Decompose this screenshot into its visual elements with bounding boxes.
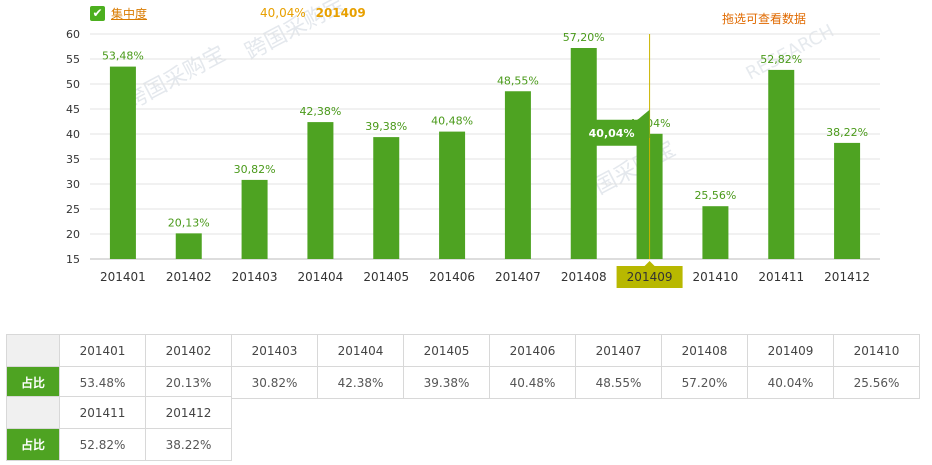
table-header-cell: 201401 xyxy=(59,334,146,367)
drag-hint: 拖选可查看数据 xyxy=(722,12,807,26)
table-value-cell: 57.20% xyxy=(661,366,748,399)
category-pointer xyxy=(644,261,655,266)
readout-category: 201409 xyxy=(315,6,366,20)
table-value-cell: 40.48% xyxy=(489,366,576,399)
data-table-row-2: 201411 201412 占比 52.82% 38.22% xyxy=(6,396,232,461)
x-tick-label: 201410 xyxy=(693,270,739,284)
table-header-cell: 201410 xyxy=(833,334,920,367)
data-label: 52,82% xyxy=(760,53,802,66)
legend-label[interactable]: 集中度 xyxy=(111,7,148,21)
data-label: 20,13% xyxy=(168,216,210,229)
table-value-cell: 52.82% xyxy=(59,428,146,461)
bar xyxy=(175,233,202,259)
legend[interactable]: ✔ 集中度 xyxy=(90,5,147,22)
table-header-cell: 201408 xyxy=(661,334,748,367)
table-value-cell: 30.82% xyxy=(231,366,318,399)
x-tick-label: 201409 xyxy=(627,270,673,284)
data-label: 30,82% xyxy=(234,163,276,176)
data-label: 39,38% xyxy=(365,120,407,133)
table-value-cell: 25.56% xyxy=(833,366,920,399)
x-tick-label: 201411 xyxy=(758,270,804,284)
bar xyxy=(241,179,268,259)
table-value-cell: 48.55% xyxy=(575,366,662,399)
table-corner xyxy=(6,396,60,429)
y-tick-label: 25 xyxy=(66,203,80,216)
data-label: 38,22% xyxy=(826,126,868,139)
y-tick-label: 45 xyxy=(66,103,80,116)
data-label: 53,48% xyxy=(102,50,144,63)
data-label: 48,55% xyxy=(497,74,539,87)
table-header-cell: 201411 xyxy=(59,396,146,429)
bar xyxy=(439,131,466,259)
x-tick-label: 201407 xyxy=(495,270,541,284)
data-table-row-1: 201401 201402 201403 201404 201405 201406 2014… xyxy=(6,334,920,399)
table-value-cell: 20.13% xyxy=(145,366,232,399)
table-corner xyxy=(6,334,60,367)
bar xyxy=(504,91,531,259)
table-value-cell: 38.22% xyxy=(145,428,232,461)
y-tick-label: 40 xyxy=(66,128,80,141)
table-header-cell: 201406 xyxy=(489,334,576,367)
table-header-cell: 201407 xyxy=(575,334,662,367)
y-tick-label: 60 xyxy=(66,28,80,41)
table-value-cell: 40.04% xyxy=(747,366,834,399)
x-tick-label: 201408 xyxy=(561,270,607,284)
bar xyxy=(373,137,400,259)
x-tick-label: 201405 xyxy=(363,270,409,284)
table-header-cell: 201405 xyxy=(403,334,490,367)
y-tick-label: 15 xyxy=(66,253,80,266)
table-value-cell: 42.38% xyxy=(317,366,404,399)
tooltip-box xyxy=(594,109,650,146)
readout-value: 40,04% xyxy=(260,6,306,20)
x-tick-label: 201404 xyxy=(298,270,344,284)
x-tick-label: 201403 xyxy=(232,270,278,284)
table-header-cell: 201403 xyxy=(231,334,318,367)
bar xyxy=(570,48,597,259)
table-header-cell: 201409 xyxy=(747,334,834,367)
selection-readout: 40,04% 201409 xyxy=(260,6,366,20)
table-row-label: 占比 xyxy=(6,366,60,399)
bar xyxy=(307,122,334,259)
bar xyxy=(109,66,136,259)
table-value-cell: 53.48% xyxy=(59,366,146,399)
y-tick-label: 55 xyxy=(66,53,80,66)
bar xyxy=(768,69,795,260)
tooltip-text: 40,04% xyxy=(589,127,635,140)
bar xyxy=(702,206,729,259)
table-header-cell: 201404 xyxy=(317,334,404,367)
table-header-cell: 201402 xyxy=(145,334,232,367)
data-label: 57,20% xyxy=(563,31,605,44)
x-tick-label: 201406 xyxy=(429,270,475,284)
data-label: 42,38% xyxy=(299,105,341,118)
bar xyxy=(834,142,861,259)
y-tick-label: 50 xyxy=(66,78,80,91)
x-tick-label: 201402 xyxy=(166,270,212,284)
y-tick-label: 35 xyxy=(66,153,80,166)
table-value-cell: 39.38% xyxy=(403,366,490,399)
data-label: 40,48% xyxy=(431,115,473,128)
table-header-cell: 201412 xyxy=(145,396,232,429)
table-row-label: 占比 xyxy=(6,428,60,461)
highlighted-category-box xyxy=(616,266,683,288)
checkbox-icon[interactable]: ✔ xyxy=(90,6,105,21)
x-tick-label: 201412 xyxy=(824,270,870,284)
y-tick-label: 30 xyxy=(66,178,80,191)
x-tick-label: 201401 xyxy=(100,270,146,284)
y-tick-label: 20 xyxy=(66,228,80,241)
data-label: 25,56% xyxy=(694,189,736,202)
